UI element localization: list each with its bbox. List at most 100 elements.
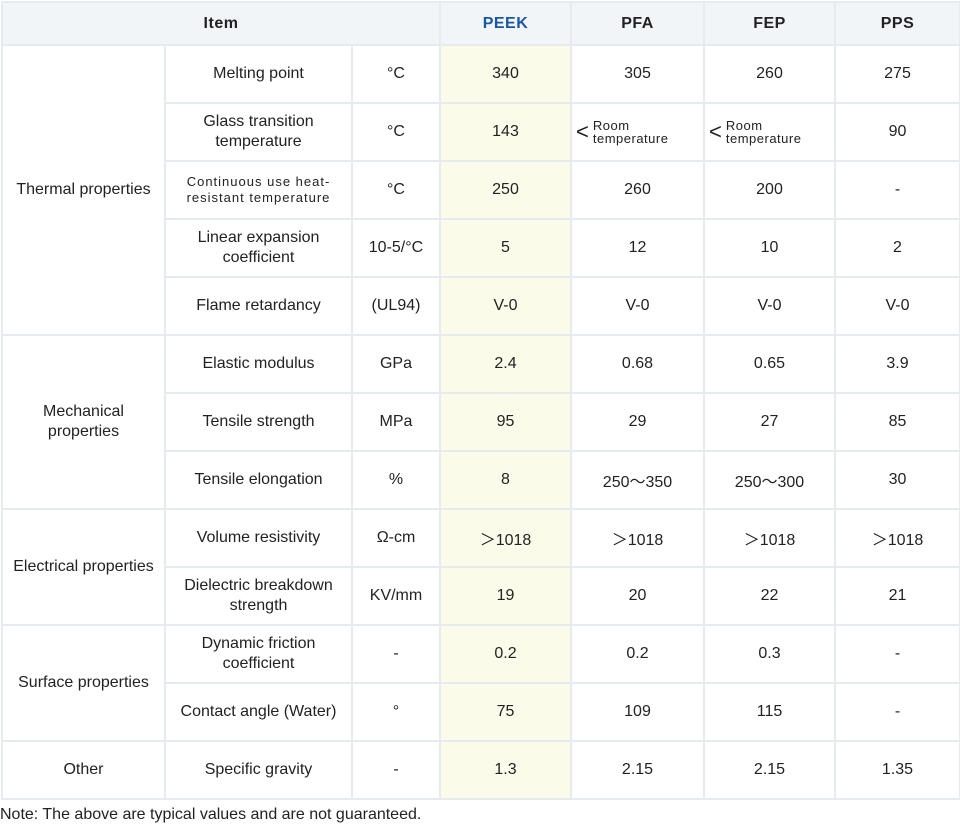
value-cell-peek: 340	[439, 44, 572, 104]
value-cell-fep: < Room temperature	[703, 102, 836, 162]
unit-cell: 10-5/°C	[351, 218, 441, 278]
value-cell-pfa: 29	[570, 392, 705, 452]
value-cell-peek: 250	[439, 160, 572, 220]
value-cell-pfa: 0.68	[570, 334, 705, 394]
unit-cell: °C	[351, 102, 441, 162]
value-cell-pps: 85	[834, 392, 960, 452]
unit-cell: GPa	[351, 334, 441, 394]
table-row: Linear expansion coefficient 10-5/°C 5 1…	[2, 218, 960, 278]
value-cell-pps: 21	[834, 566, 960, 626]
value-cell-pfa: V-0	[570, 276, 705, 336]
value-cell-fep: 10	[703, 218, 836, 278]
category-cell: Mechanical properties	[1, 334, 166, 510]
value-cell-peek: 1.3	[439, 740, 572, 800]
property-name: Continuous use heat-resistant temperatur…	[164, 160, 353, 220]
table-row: Contact angle (Water) ° 75 109 115 -	[2, 682, 960, 742]
value-cell-fep: 2.15	[703, 740, 836, 800]
table-row: Mechanical properties Elastic modulus GP…	[1, 334, 960, 510]
value-cell-pps: ＞1018	[834, 508, 960, 568]
value-cell-peek: 143	[439, 102, 572, 162]
property-name: Tensile strength	[164, 392, 353, 452]
column-header-pfa: PFA	[570, 1, 705, 46]
property-name: Dynamic friction coefficient	[164, 624, 353, 684]
table-row: Flame retardancy (UL94) V-0 V-0 V-0 V-0	[2, 276, 960, 336]
value-cell-fep: 22	[703, 566, 836, 626]
value-cell-pps: 275	[834, 44, 960, 104]
category-cell: Other	[1, 740, 166, 800]
value-cell-pps: 1.35	[834, 740, 960, 800]
value-cell-pfa: 260	[570, 160, 705, 220]
value-cell-fep: 115	[703, 682, 836, 742]
disclaimer-note: Note: The above are typical values and a…	[0, 806, 422, 823]
unit-cell: °	[351, 682, 441, 742]
value-cell-peek: 5	[439, 218, 572, 278]
value-cell-pps: 3.9	[834, 334, 960, 394]
room-temperature-value: < Room temperature	[709, 119, 830, 145]
value-cell-pps: -	[834, 682, 960, 742]
value-cell-fep: V-0	[703, 276, 836, 336]
value-cell-pps: V-0	[834, 276, 960, 336]
value-cell-pfa: < Room temperature	[570, 102, 705, 162]
value-cell-pps: 90	[834, 102, 960, 162]
property-name: Elastic modulus	[164, 334, 353, 394]
value-cell-pfa: 250～350	[570, 450, 705, 510]
column-header-item: Item	[1, 1, 441, 46]
unit-cell: °C	[351, 44, 441, 104]
category-cell: Surface properties	[1, 624, 166, 742]
value-cell-peek: 19	[439, 566, 572, 626]
value-cell-pfa: 109	[570, 682, 705, 742]
value-cell-peek: 8	[439, 450, 572, 510]
value-cell-pps: 30	[834, 450, 960, 510]
property-name: Dielectric breakdown strength	[164, 566, 353, 626]
value-cell-fep: 200	[703, 160, 836, 220]
column-header-pps: PPS	[834, 1, 960, 46]
unit-cell: -	[351, 740, 441, 800]
table-row: Electrical properties Volume resistivity…	[1, 508, 960, 626]
property-name: Volume resistivity	[164, 508, 353, 568]
table-row: Other Specific gravity - 1.3 2.15 2.15 1…	[1, 740, 960, 800]
column-header-peek: PEEK	[439, 1, 572, 46]
table-row: Thermal properties Melting point °C 340 …	[1, 44, 960, 336]
value-cell-pfa: 0.2	[570, 624, 705, 684]
unit-cell: (UL94)	[351, 276, 441, 336]
room-temperature-text: Room temperature	[725, 118, 802, 146]
less-than-symbol: <	[576, 119, 589, 144]
value-cell-pps: -	[834, 624, 960, 684]
value-cell-fep: 27	[703, 392, 836, 452]
unit-cell: Ω-cm	[351, 508, 441, 568]
unit-cell: %	[351, 450, 441, 510]
unit-cell: MPa	[351, 392, 441, 452]
unit-cell: KV/mm	[351, 566, 441, 626]
property-name: Tensile elongation	[164, 450, 353, 510]
room-temperature-value: < Room temperature	[576, 119, 699, 145]
value-cell-pfa: 305	[570, 44, 705, 104]
value-cell-fep: 260	[703, 44, 836, 104]
value-cell-peek: 95	[439, 392, 572, 452]
value-cell-peek: V-0	[439, 276, 572, 336]
property-name: Linear expansion coefficient	[164, 218, 353, 278]
table-row: Surface properties Dynamic friction coef…	[1, 624, 960, 742]
property-name: Specific gravity	[164, 740, 353, 800]
value-cell-fep: ＞1018	[703, 508, 836, 568]
value-cell-pfa: 12	[570, 218, 705, 278]
value-cell-pfa: 20	[570, 566, 705, 626]
value-cell-fep: 0.3	[703, 624, 836, 684]
value-cell-fep: 0.65	[703, 334, 836, 394]
value-cell-pfa: ＞1018	[570, 508, 705, 568]
table-row: Tensile strength MPa 95 29 27 85	[2, 392, 960, 452]
property-name: Contact angle (Water)	[164, 682, 353, 742]
unit-cell: °C	[351, 160, 441, 220]
value-cell-peek: ＞1018	[439, 508, 572, 568]
value-cell-peek: 0.2	[439, 624, 572, 684]
less-than-symbol: <	[709, 119, 722, 144]
value-cell-pfa: 2.15	[570, 740, 705, 800]
properties-table: Item PEEK PFA FEP PPS Thermal properties…	[1, 1, 960, 800]
value-cell-pps: 2	[834, 218, 960, 278]
column-header-fep: FEP	[703, 1, 836, 46]
value-cell-fep: 250～300	[703, 450, 836, 510]
category-cell: Electrical properties	[1, 508, 166, 626]
value-cell-peek: 75	[439, 682, 572, 742]
table-row: Glass transition temperature °C 143 < Ro…	[2, 102, 960, 162]
header-row: Item PEEK PFA FEP PPS	[1, 1, 960, 46]
property-name: Glass transition temperature	[164, 102, 353, 162]
